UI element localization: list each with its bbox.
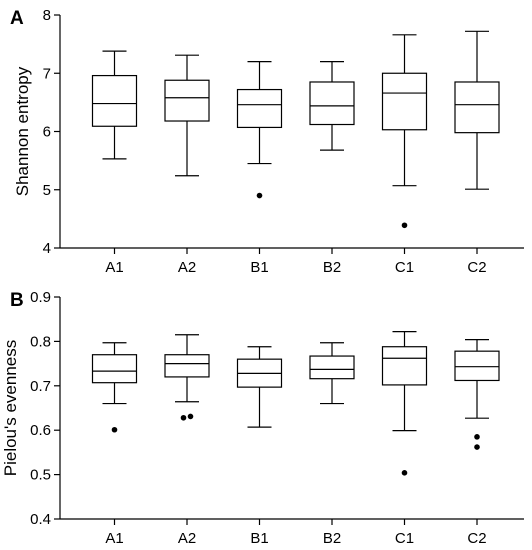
y-tick-label: 4 bbox=[43, 240, 51, 257]
x-tick-label: B1 bbox=[250, 259, 268, 276]
box-C1 bbox=[381, 331, 428, 476]
iqr-box bbox=[454, 81, 500, 134]
box-B2 bbox=[309, 60, 355, 151]
y-tick-label: 5 bbox=[43, 182, 51, 199]
outlier-point bbox=[474, 434, 480, 440]
iqr-box bbox=[381, 346, 428, 386]
iqr-box bbox=[381, 72, 428, 131]
y-axis-label: Shannon entropy bbox=[13, 66, 32, 196]
box-C1 bbox=[381, 34, 428, 229]
box-A2 bbox=[164, 334, 210, 421]
box-B1 bbox=[236, 346, 283, 428]
x-tick-label: B2 bbox=[323, 530, 341, 547]
panel-b-pielou-evenness: B 0.4 0.5 0.6 0.7 0.8 0.9 Pielou's evenness A1 A2… bbox=[1, 289, 524, 547]
x-tick-label: A2 bbox=[178, 530, 196, 547]
outlier-point bbox=[111, 426, 118, 433]
panel-label: B bbox=[10, 290, 24, 311]
box-C2 bbox=[454, 339, 500, 450]
y-tick-label: 0.4 bbox=[30, 511, 51, 528]
x-tick-label: A2 bbox=[178, 259, 196, 276]
iqr-box bbox=[309, 355, 355, 380]
x-tick-label: C2 bbox=[467, 530, 486, 547]
x-tick-label: A1 bbox=[105, 259, 123, 276]
x-tick-label: C1 bbox=[395, 530, 414, 547]
box-B2 bbox=[309, 342, 355, 405]
box-C2 bbox=[454, 30, 500, 190]
y-tick-label: 0.9 bbox=[30, 289, 51, 306]
box-B1 bbox=[236, 60, 283, 199]
x-tick-label: A1 bbox=[105, 530, 123, 547]
outlier-point bbox=[401, 470, 408, 476]
iqr-box bbox=[91, 74, 138, 127]
y-axis-label: Pielou's evenness bbox=[1, 340, 20, 477]
y-tick-label: 0.7 bbox=[30, 378, 51, 395]
outlier-point bbox=[187, 413, 194, 420]
box-A1 bbox=[91, 342, 138, 433]
y-tick-label: 8 bbox=[43, 7, 51, 24]
y-tick-label: 0.8 bbox=[30, 333, 51, 350]
outlier-point bbox=[474, 444, 480, 450]
iqr-box bbox=[454, 350, 500, 382]
y-tick-label: 0.5 bbox=[30, 467, 51, 484]
iqr-box bbox=[91, 354, 138, 384]
box-A2 bbox=[164, 54, 210, 177]
iqr-box bbox=[236, 88, 283, 129]
panel-label: A bbox=[10, 8, 24, 29]
y-tick-label: 7 bbox=[43, 65, 51, 82]
y-tick-label: 6 bbox=[43, 124, 51, 141]
iqr-box bbox=[309, 81, 355, 126]
outlier-point bbox=[256, 192, 263, 199]
x-tick-label: C1 bbox=[395, 259, 414, 276]
y-tick-label: 0.6 bbox=[30, 422, 51, 439]
iqr-box bbox=[164, 354, 210, 378]
box-A1 bbox=[91, 50, 138, 160]
outlier-point bbox=[401, 222, 408, 229]
iqr-box bbox=[164, 79, 210, 122]
outlier-point bbox=[180, 414, 187, 421]
x-tick-label: B1 bbox=[250, 530, 268, 547]
x-tick-label: C2 bbox=[467, 259, 486, 276]
panel-a-shannon-entropy: A 4 5 6 7 8 Shannon entropy A1 A2 B1 B2 C1 C2 bbox=[10, 7, 524, 276]
x-tick-label: B2 bbox=[323, 259, 341, 276]
